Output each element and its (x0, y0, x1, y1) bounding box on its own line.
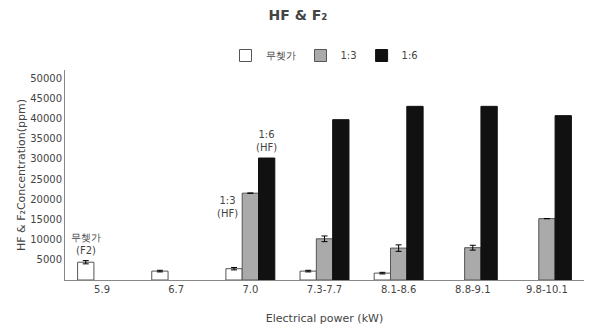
svg-text:무쳊가: 무쳊가 (266, 50, 296, 61)
svg-text:5.9: 5.9 (94, 284, 110, 295)
svg-text:6.7: 6.7 (168, 284, 184, 295)
svg-text:50000: 50000 (30, 73, 62, 84)
svg-text:25000: 25000 (30, 174, 62, 185)
svg-text:20000: 20000 (30, 194, 62, 205)
svg-text:30000: 30000 (30, 153, 62, 164)
svg-text:9.8-10.1: 9.8-10.1 (526, 284, 568, 295)
svg-text:8.8-9.1: 8.8-9.1 (455, 284, 490, 295)
svg-text:무쳊가(F2): 무쳊가(F2) (71, 232, 101, 256)
svg-text:10000: 10000 (30, 234, 62, 245)
svg-text:15000: 15000 (30, 214, 62, 225)
svg-text:HF & F₂Concentration(ppm): HF & F₂Concentration(ppm) (15, 99, 28, 251)
svg-text:5000: 5000 (37, 254, 62, 265)
svg-text:40000: 40000 (30, 113, 62, 124)
svg-text:1:3(HF): 1:3(HF) (217, 195, 238, 219)
svg-text:35000: 35000 (30, 133, 62, 144)
svg-text:1:3: 1:3 (341, 50, 357, 61)
svg-text:7.0: 7.0 (242, 284, 258, 295)
svg-text:1:6(HF): 1:6(HF) (256, 129, 277, 153)
svg-text:1:6: 1:6 (402, 50, 418, 61)
svg-text:8.1-8.6: 8.1-8.6 (381, 284, 416, 295)
svg-text:45000: 45000 (30, 93, 62, 104)
svg-text:Electrical power (kW): Electrical power (kW) (266, 312, 383, 325)
svg-text:7.3-7.7: 7.3-7.7 (307, 284, 342, 295)
svg-text:HF & F₂: HF & F₂ (269, 7, 328, 23)
